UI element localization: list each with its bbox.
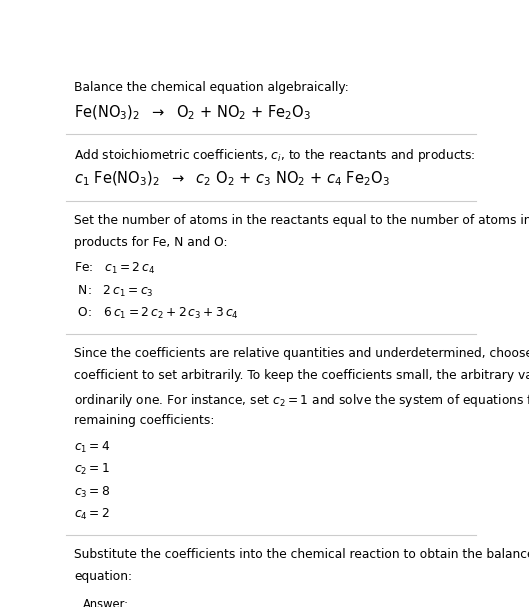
Text: $c_2 = 1$: $c_2 = 1$ (74, 462, 111, 477)
Text: Substitute the coefficients into the chemical reaction to obtain the balanced: Substitute the coefficients into the che… (74, 548, 529, 561)
Text: Set the number of atoms in the reactants equal to the number of atoms in the: Set the number of atoms in the reactants… (74, 214, 529, 227)
Text: ordinarily one. For instance, set $c_2 = 1$ and solve the system of equations fo: ordinarily one. For instance, set $c_2 =… (74, 392, 529, 409)
Text: Add stoichiometric coefficients, $c_i$, to the reactants and products:: Add stoichiometric coefficients, $c_i$, … (74, 148, 476, 164)
Text: $c_1$ Fe(NO$_3)_2$  $\rightarrow$  $c_2$ O$_2$ + $c_3$ NO$_2$ + $c_4$ Fe$_2$O$_3: $c_1$ Fe(NO$_3)_2$ $\rightarrow$ $c_2$ O… (74, 170, 390, 188)
Text: remaining coefficients:: remaining coefficients: (74, 414, 215, 427)
Text: equation:: equation: (74, 570, 132, 583)
Text: Fe(NO$_3)_2$  $\rightarrow$  O$_2$ + NO$_2$ + Fe$_2$O$_3$: Fe(NO$_3)_2$ $\rightarrow$ O$_2$ + NO$_2… (74, 103, 312, 121)
Text: coefficient to set arbitrarily. To keep the coefficients small, the arbitrary va: coefficient to set arbitrarily. To keep … (74, 369, 529, 382)
Text: Fe:   $c_1 = 2\,c_4$: Fe: $c_1 = 2\,c_4$ (74, 261, 156, 276)
Text: $c_4 = 2$: $c_4 = 2$ (74, 507, 111, 522)
Text: $c_1 = 4$: $c_1 = 4$ (74, 439, 111, 455)
FancyBboxPatch shape (72, 592, 322, 607)
Text: $c_3 = 8$: $c_3 = 8$ (74, 484, 111, 500)
Text: Answer:: Answer: (83, 598, 129, 607)
Text: Since the coefficients are relative quantities and underdetermined, choose a: Since the coefficients are relative quan… (74, 347, 529, 359)
Text: O:   $6\,c_1 = 2\,c_2 + 2\,c_3 + 3\,c_4$: O: $6\,c_1 = 2\,c_2 + 2\,c_3 + 3\,c_4$ (74, 306, 239, 321)
Text: N:   $2\,c_1 = c_3$: N: $2\,c_1 = c_3$ (74, 283, 154, 299)
Text: products for Fe, N and O:: products for Fe, N and O: (74, 236, 228, 249)
Text: Balance the chemical equation algebraically:: Balance the chemical equation algebraica… (74, 81, 349, 94)
